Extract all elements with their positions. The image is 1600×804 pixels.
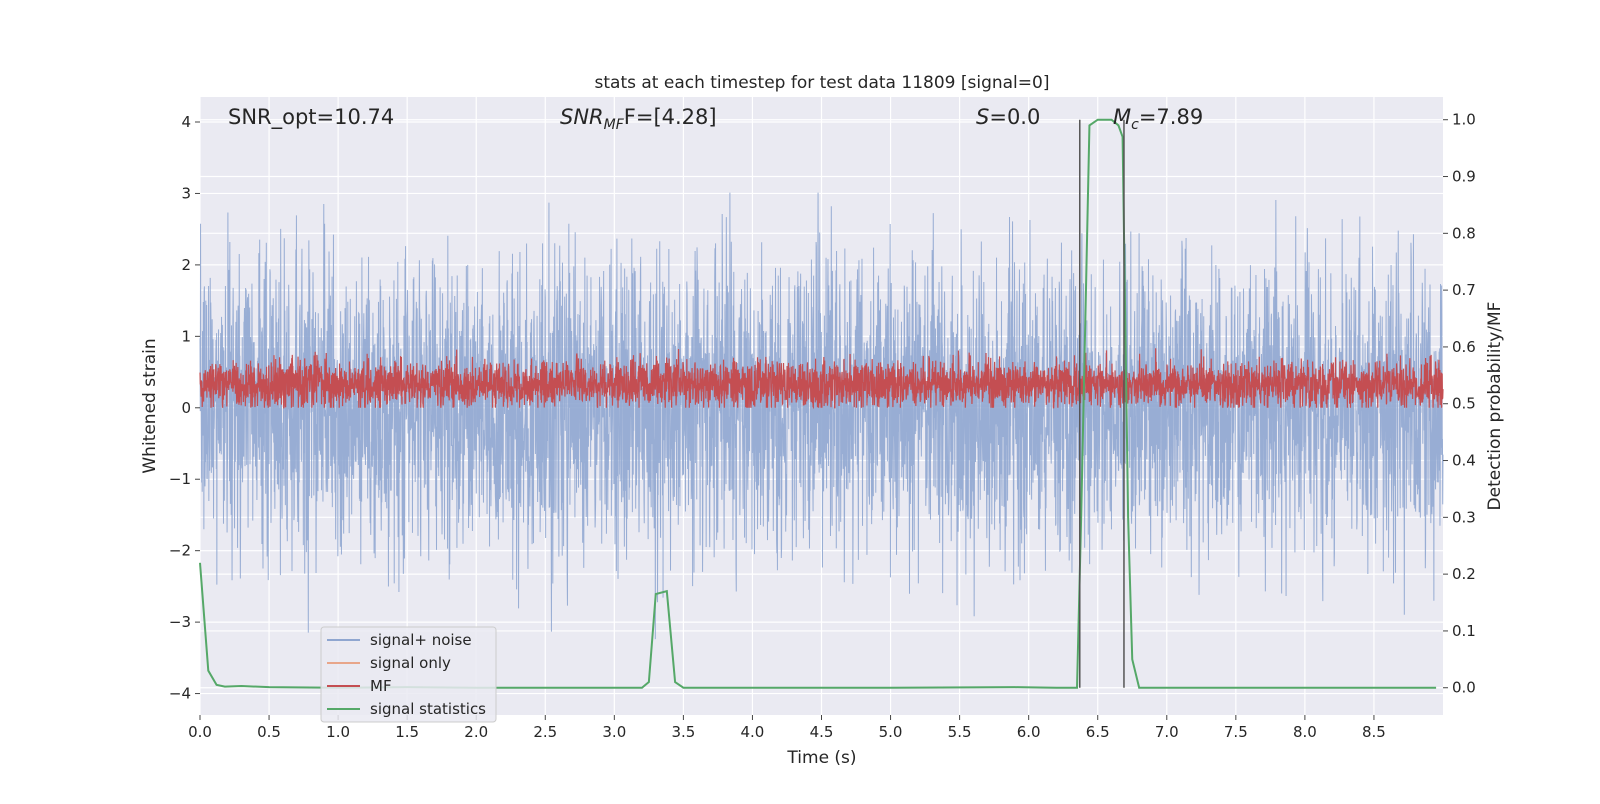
x-tick-label: 4.0 bbox=[741, 723, 765, 741]
s-annotation: S=0.0 bbox=[976, 105, 1040, 129]
chart-title: stats at each timestep for test data 118… bbox=[595, 73, 1050, 93]
s-rest: =0.0 bbox=[989, 105, 1040, 129]
y-axis-ticks: 4 3 2 1 0 −1 −2 −3 −4 bbox=[169, 113, 200, 703]
y2-tick-label: 0.4 bbox=[1452, 452, 1476, 470]
x-axis-label: Time (s) bbox=[786, 748, 856, 768]
series-line-mf bbox=[199, 348, 1444, 410]
y-tick-label: −2 bbox=[169, 542, 191, 560]
snr-mf-rest: F=[4.28] bbox=[624, 105, 717, 129]
snr-opt-annotation: SNR_opt=10.74 bbox=[228, 105, 394, 130]
y2-tick-label: 0.1 bbox=[1452, 622, 1476, 640]
x-tick-label: 3.5 bbox=[671, 723, 695, 741]
x-tick-label: 0.0 bbox=[188, 723, 212, 741]
mc-rest: =7.89 bbox=[1139, 105, 1203, 129]
x-tick-label: 6.0 bbox=[1017, 723, 1041, 741]
y-tick-label: 1 bbox=[181, 327, 191, 345]
y2-tick-label: 0.0 bbox=[1452, 679, 1476, 697]
y2-axis-ticks: 1.0 0.9 0.8 0.7 0.6 0.5 0.4 0.3 0.2 0.1 0.0 bbox=[1443, 111, 1476, 697]
snr-mf-annotation: SNRMFF=[4.28] bbox=[560, 105, 717, 133]
y2-tick-label: 0.8 bbox=[1452, 224, 1476, 242]
s-main: S bbox=[976, 105, 989, 129]
y2-tick-label: 0.5 bbox=[1452, 395, 1476, 413]
x-tick-label: 7.5 bbox=[1224, 723, 1248, 741]
legend-label-signal-noise: signal+ noise bbox=[370, 631, 472, 649]
x-tick-label: 6.5 bbox=[1086, 723, 1110, 741]
legend-label-mf: MF bbox=[370, 677, 392, 695]
y-tick-label: 3 bbox=[181, 184, 191, 202]
legend-box bbox=[320, 626, 497, 723]
x-axis-ticks: 0.0 0.5 1.0 1.5 2.0 2.5 3.0 3.5 4.0 4.5 5.0 5.5 6.0 6… bbox=[188, 715, 1386, 741]
snr-mf-subscript: MF bbox=[604, 117, 625, 133]
mc-main: M bbox=[1113, 105, 1131, 129]
x-tick-label: 7.0 bbox=[1155, 723, 1179, 741]
mc-subscript: c bbox=[1131, 117, 1139, 133]
x-tick-label: 2.0 bbox=[464, 723, 488, 741]
vertical-markers bbox=[1079, 119, 1125, 688]
x-tick-label: 1.0 bbox=[326, 723, 350, 741]
x-tick-label: 8.5 bbox=[1362, 723, 1386, 741]
y2-tick-label: 0.7 bbox=[1452, 281, 1476, 299]
x-tick-label: 2.5 bbox=[533, 723, 557, 741]
legend: signal+ noise signal only MF signal stat… bbox=[320, 626, 497, 723]
legend-label-signal-only: signal only bbox=[370, 654, 451, 672]
x-tick-label: 0.5 bbox=[257, 723, 281, 741]
y2-axis-label: Detection probability/MF bbox=[1485, 302, 1505, 511]
y-tick-label: 0 bbox=[181, 399, 191, 417]
x-tick-label: 5.0 bbox=[879, 723, 903, 741]
mc-annotation: Mc=7.89 bbox=[1113, 105, 1203, 133]
y2-tick-label: 0.3 bbox=[1452, 508, 1476, 526]
y2-tick-label: 0.6 bbox=[1452, 338, 1476, 356]
x-tick-label: 1.5 bbox=[395, 723, 419, 741]
y-tick-label: −4 bbox=[169, 685, 191, 703]
snr-mf-main: SNR bbox=[560, 105, 604, 129]
x-tick-label: 8.0 bbox=[1293, 723, 1317, 741]
y-axis-label: Whitened strain bbox=[140, 338, 160, 473]
y2-tick-label: 1.0 bbox=[1452, 111, 1476, 129]
x-tick-label: 3.0 bbox=[602, 723, 626, 741]
y-tick-label: 2 bbox=[181, 256, 191, 274]
y-tick-label: −3 bbox=[169, 613, 191, 631]
x-tick-label: 4.5 bbox=[810, 723, 834, 741]
y2-tick-label: 0.9 bbox=[1452, 168, 1476, 186]
y2-tick-label: 0.2 bbox=[1452, 565, 1476, 583]
y-tick-label: −1 bbox=[169, 470, 191, 488]
y-tick-label: 4 bbox=[181, 113, 191, 131]
x-tick-label: 5.5 bbox=[948, 723, 972, 741]
legend-label-signal-statistics: signal statistics bbox=[370, 700, 486, 718]
